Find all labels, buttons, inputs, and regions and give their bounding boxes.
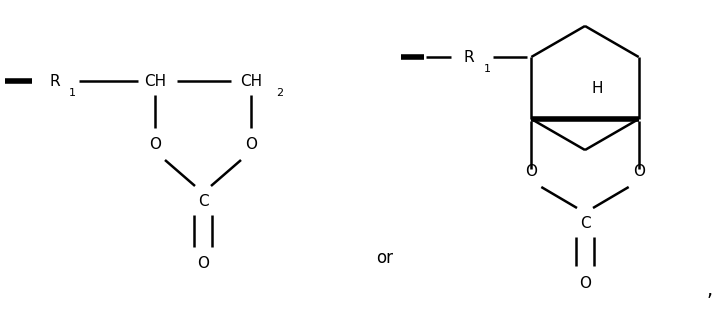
- Text: CH: CH: [240, 74, 262, 88]
- Text: O: O: [632, 163, 645, 179]
- Text: O: O: [197, 257, 209, 271]
- Text: O: O: [149, 137, 161, 151]
- Text: or: or: [376, 249, 393, 267]
- Text: R: R: [50, 74, 61, 88]
- Text: O: O: [245, 137, 257, 151]
- Text: C: C: [198, 193, 209, 209]
- Text: ,: ,: [707, 282, 713, 301]
- Text: 1: 1: [69, 88, 76, 98]
- Text: CH: CH: [144, 74, 166, 88]
- Text: C: C: [580, 216, 591, 230]
- Text: 1: 1: [484, 64, 491, 74]
- Text: R: R: [464, 50, 474, 64]
- Text: 2: 2: [277, 88, 284, 98]
- Text: O: O: [579, 276, 591, 290]
- Text: O: O: [526, 163, 537, 179]
- Text: H: H: [591, 81, 603, 95]
